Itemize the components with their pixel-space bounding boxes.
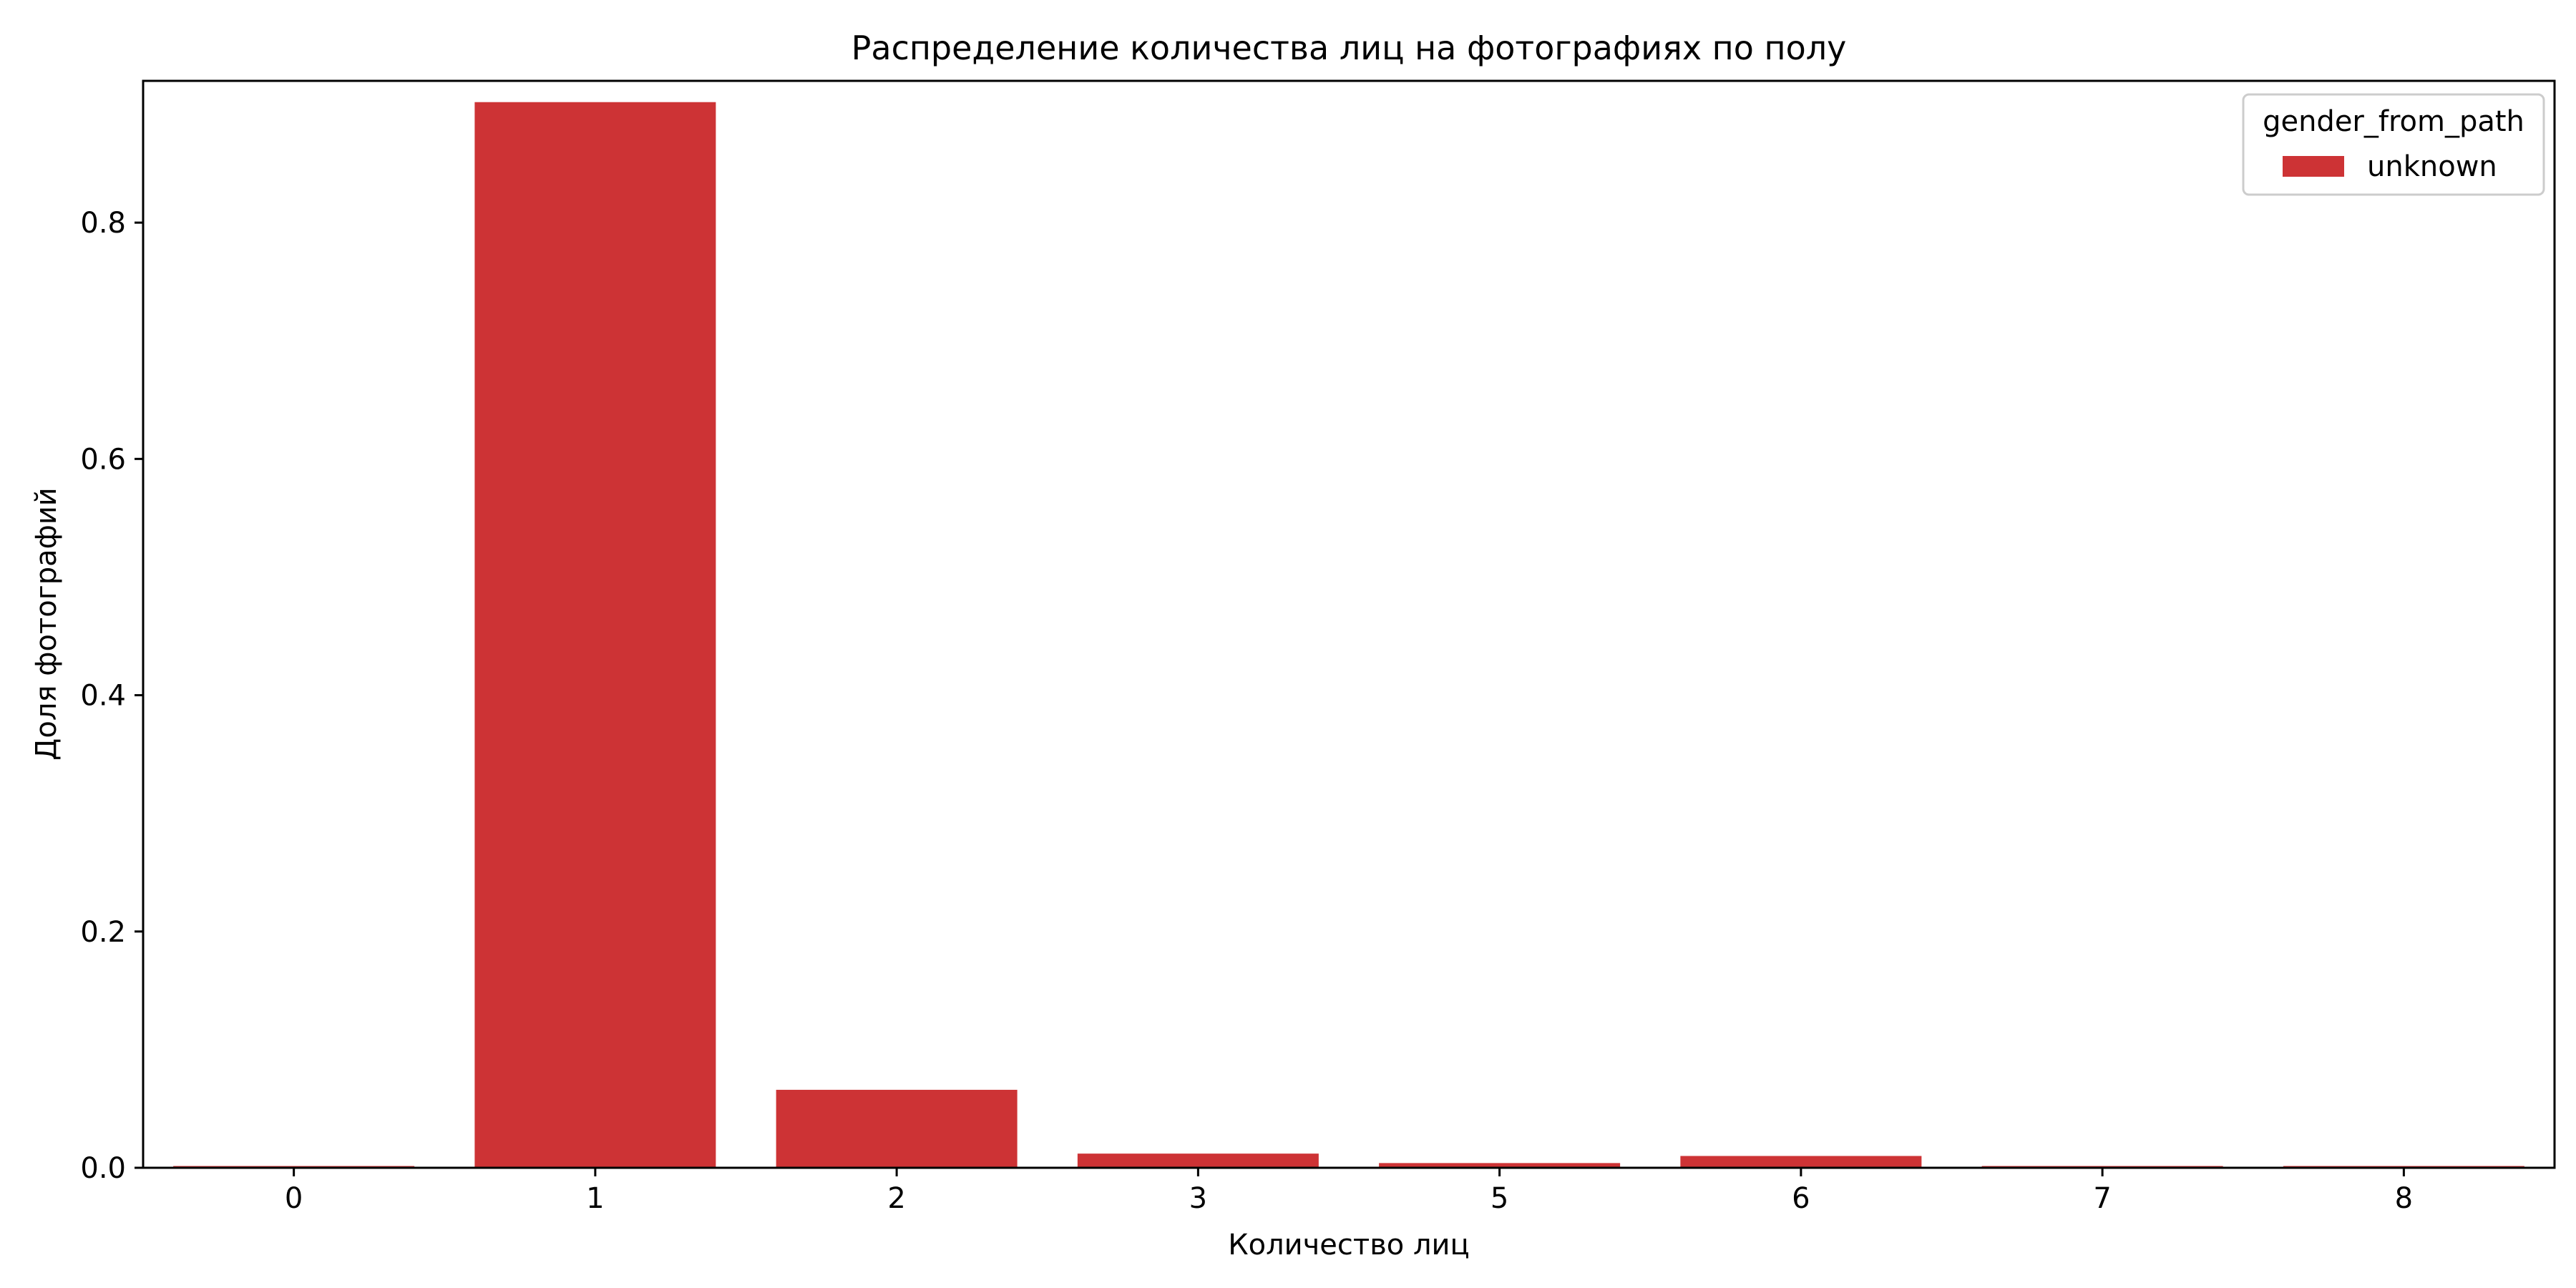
bar-5 xyxy=(1379,1163,1621,1168)
plot-frame xyxy=(142,79,2556,1169)
x-tick-label-2: 2 xyxy=(887,1182,905,1215)
y-tick-label-2: 0.4 xyxy=(80,680,126,713)
x-tick-label-7: 7 xyxy=(2093,1182,2111,1215)
bar-3 xyxy=(1077,1153,1319,1168)
y-tick-label-0: 0.0 xyxy=(80,1152,126,1185)
bars-group xyxy=(173,102,2524,1168)
x-tick-label-6: 6 xyxy=(1792,1182,1810,1215)
x-tick-label-5: 5 xyxy=(1491,1182,1508,1215)
bar-6 xyxy=(1680,1156,1922,1168)
legend-label-unknown: unknown xyxy=(2367,150,2497,183)
x-tick-label-1: 1 xyxy=(586,1182,604,1215)
y-axis-ticks: 0.0 0.2 0.4 0.6 0.8 xyxy=(80,207,143,1185)
legend-swatch-unknown xyxy=(2283,156,2344,177)
x-tick-label-3: 3 xyxy=(1189,1182,1207,1215)
x-axis-ticks: 0 1 2 3 5 6 7 8 xyxy=(285,1168,2413,1215)
y-tick-label-4: 0.8 xyxy=(80,207,126,240)
x-axis-label: Количество лиц xyxy=(1228,1229,1470,1262)
y-tick-label-3: 0.6 xyxy=(80,443,126,476)
legend-title: gender_from_path xyxy=(2263,105,2524,138)
legend: gender_from_path unknown xyxy=(2242,93,2545,196)
chart-title: Распределение количества лиц на фотограф… xyxy=(852,29,1847,67)
x-tick-label-0: 0 xyxy=(285,1182,303,1215)
y-axis-label: Доля фотографий xyxy=(30,487,63,761)
x-tick-label-8: 8 xyxy=(2395,1182,2413,1215)
y-tick-label-1: 0.2 xyxy=(80,916,126,949)
bar-2 xyxy=(776,1090,1018,1168)
bar-1 xyxy=(474,102,716,1168)
